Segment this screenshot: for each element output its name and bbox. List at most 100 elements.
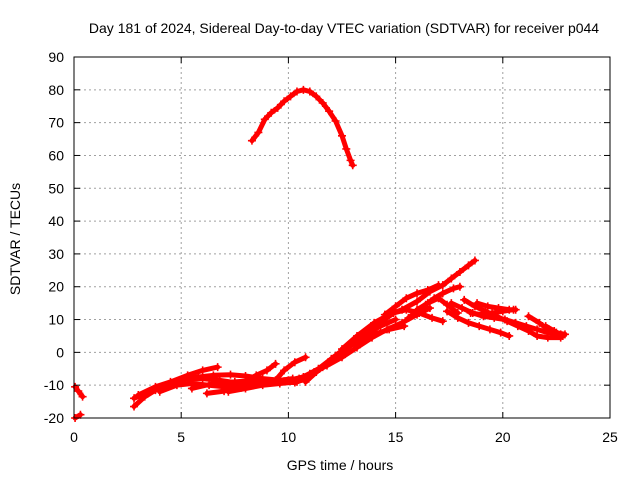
data-point [292,87,301,96]
data-point [280,366,289,375]
data-point [312,92,321,101]
data-point [404,313,413,322]
data-point [76,410,85,419]
data-points [71,85,569,422]
data-point [543,333,552,342]
data-point [312,368,321,377]
data-point [151,382,160,391]
data-point [473,299,482,308]
series-arc-t [473,299,520,314]
data-point [438,289,447,298]
data-point [290,358,299,367]
data-point [434,294,443,303]
data-point [202,389,211,398]
data-point [485,325,494,334]
y-tick-label: 30 [48,246,64,262]
data-point [198,374,207,383]
y-axis-title: SDTVAR / TECUs [7,183,23,295]
data-point [413,305,422,314]
data-point [466,308,475,317]
data-point [391,315,400,324]
data-point [477,310,486,319]
data-point [286,92,295,101]
series-arc-o [413,294,462,317]
plot-background [74,57,610,418]
data-point [413,297,422,306]
data-point [438,317,447,326]
data-point [541,322,550,331]
data-point [423,286,432,295]
data-point [524,327,533,336]
data-point [292,377,301,386]
data-point [464,318,473,327]
data-point [273,103,282,112]
data-point [134,391,143,400]
data-point [305,87,314,96]
series-arc-r [460,295,565,342]
data-point [299,85,308,94]
data-point [423,299,432,308]
data-point [247,136,256,145]
data-point [380,310,389,319]
grid [74,57,610,418]
x-tick-label: 10 [281,429,297,445]
x-tick-label: 15 [388,429,404,445]
data-point [385,325,394,334]
data-point [558,331,567,340]
data-point [503,317,512,326]
data-point [280,97,289,106]
data-point [494,304,503,313]
data-point [74,387,83,396]
data-point [267,108,276,117]
data-point [496,328,505,337]
data-point [447,274,456,283]
data-point [449,284,458,293]
x-tick-label: 25 [602,429,618,445]
data-point [398,305,407,314]
data-point [428,313,437,322]
data-point [226,370,235,379]
data-point [425,304,434,313]
data-point [513,322,522,331]
data-point [301,353,310,362]
series-arc-m [380,281,443,319]
series-trace [382,282,441,318]
data-point [78,392,87,401]
chart-title: Day 181 of 2024, Sidereal Day-to-day VTE… [89,20,599,36]
y-tick-label: 70 [48,115,64,131]
data-point [400,322,409,331]
series-trace [339,258,478,352]
series-arc-e [134,363,222,400]
data-point [524,312,533,321]
y-tick-label: 20 [48,279,64,295]
series-trace [273,354,309,383]
data-point [213,363,222,372]
y-tick-label: 0 [56,344,64,360]
data-point [325,358,334,367]
data-point [271,359,280,368]
data-point [318,98,327,107]
data-point [511,305,520,314]
data-point [258,381,267,390]
series-arc-a [71,382,87,401]
x-axis-title: GPS time / hours [287,457,394,473]
data-point [505,331,514,340]
data-point [172,381,181,390]
data-point [241,384,250,393]
data-point [447,299,456,308]
data-point [183,371,192,380]
data-point [262,366,271,375]
series-trace [461,297,564,341]
series-arc-l [338,256,479,354]
y-tick-label: 90 [48,49,64,65]
data-point [338,131,346,140]
data-point [550,327,559,336]
data-point [301,377,310,386]
y-tick-label: 10 [48,312,64,328]
data-point [413,289,422,298]
data-point [488,308,497,317]
series-arc-v [541,322,567,340]
data-point [402,294,411,303]
data-point [460,295,469,304]
